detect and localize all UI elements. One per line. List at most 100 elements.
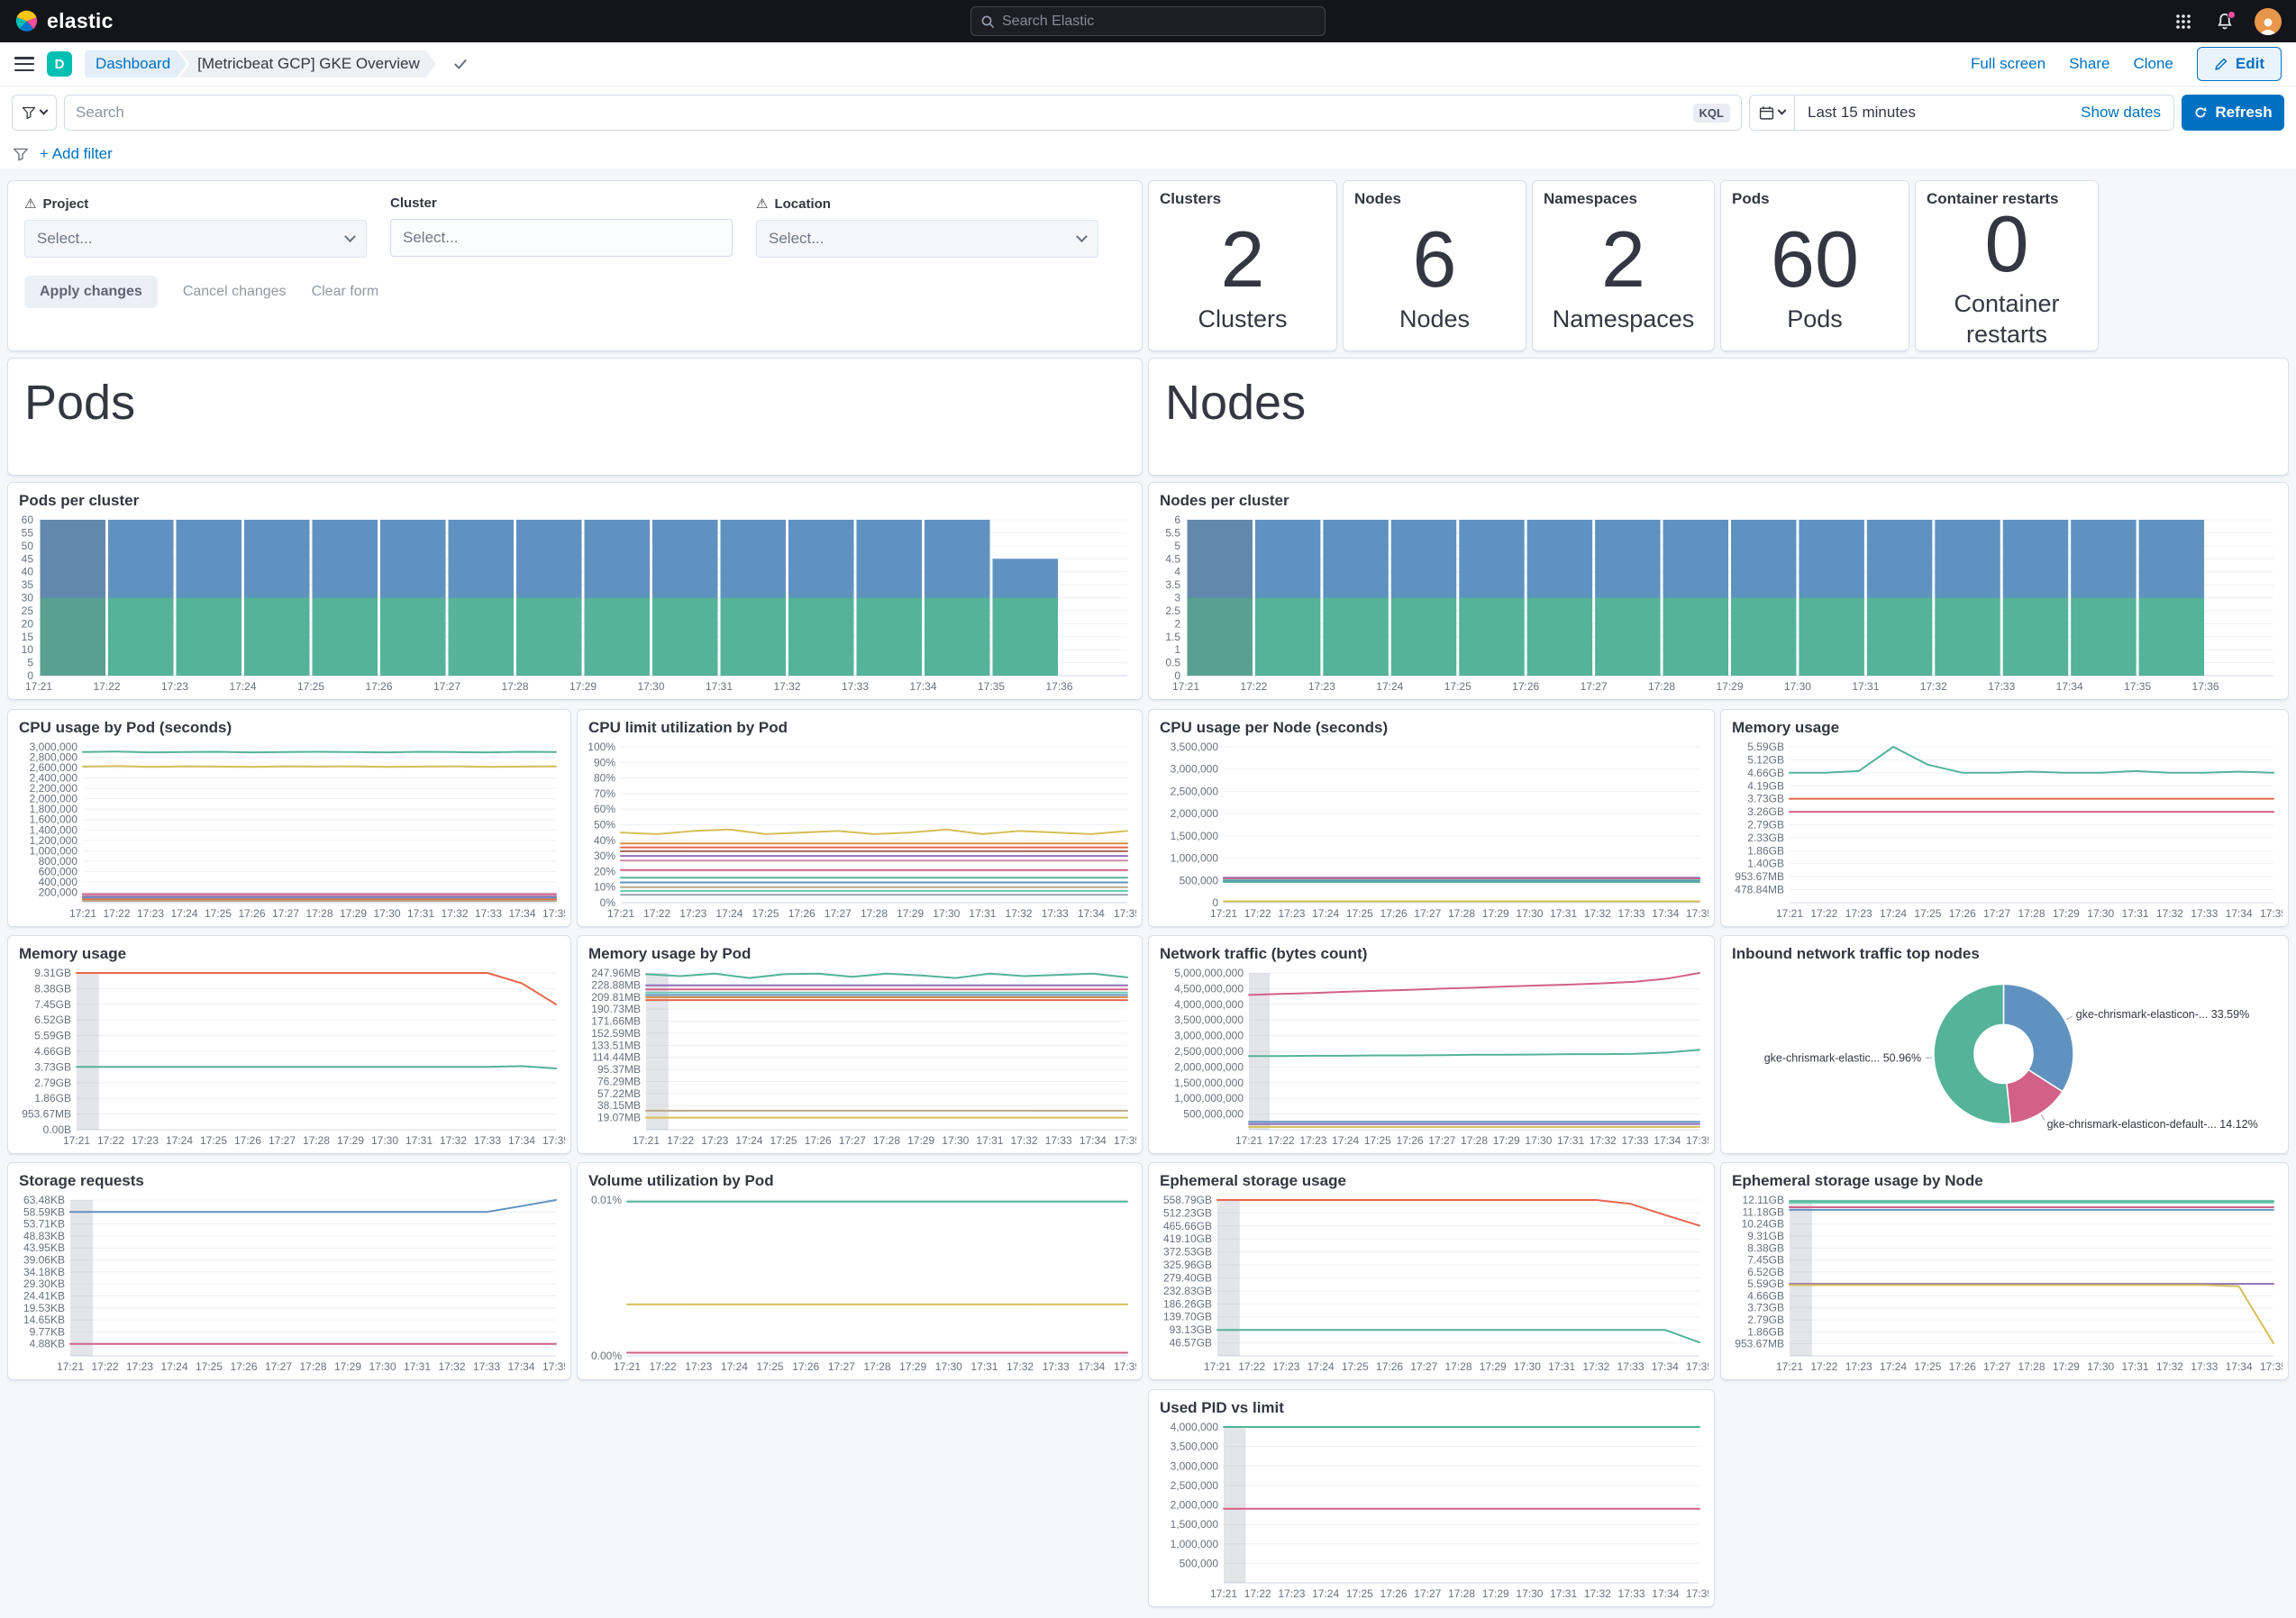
svg-text:1,000,000: 1,000,000 xyxy=(30,844,78,857)
svg-text:17:27: 17:27 xyxy=(1428,1134,1455,1147)
svg-text:17:21: 17:21 xyxy=(1235,1134,1262,1147)
svg-text:2,000,000,000: 2,000,000,000 xyxy=(1174,1060,1244,1073)
svg-text:17:32: 17:32 xyxy=(1007,1360,1034,1373)
ephemeral-storage-by-node-chart[interactable]: 953.67MB 1.86GB 2.79GB 3.73GB 4.66GB 5.59GB 6.… xyxy=(1725,1193,2282,1376)
storage-requests-chart[interactable]: 4.88KB 9.77KB 14.65KB 19.53KB 24.41KB 29.30KB… xyxy=(12,1193,565,1376)
apply-changes-button[interactable]: Apply changes xyxy=(24,276,158,308)
svg-text:279.40GB: 279.40GB xyxy=(1163,1271,1212,1284)
svg-text:17:21: 17:21 xyxy=(1172,680,1199,693)
notifications-bell-icon[interactable] xyxy=(2213,10,2237,33)
svg-text:17:33: 17:33 xyxy=(475,907,502,920)
breadcrumb-dashboard[interactable]: Dashboard xyxy=(85,50,187,77)
svg-text:17:31: 17:31 xyxy=(1548,1360,1575,1373)
svg-text:17:24: 17:24 xyxy=(1376,680,1403,693)
full-screen-link[interactable]: Full screen xyxy=(1970,55,2046,72)
network-traffic-chart[interactable]: 500,000,000 1,000,000,000 1,500,000,000 2,0… xyxy=(1153,966,1708,1150)
memory-usage-pods-chart[interactable]: 0.00B 953.67MB 1.86GB 2.79GB 3.73GB 4.66GB 5.5… xyxy=(12,966,565,1150)
svg-text:70%: 70% xyxy=(594,787,615,800)
add-filter-link[interactable]: + Add filter xyxy=(40,144,113,162)
nav-actions: Full screen Share Clone Edit xyxy=(1971,47,2282,81)
svg-text:17:21: 17:21 xyxy=(57,1360,84,1373)
kql-badge[interactable]: KQL xyxy=(1692,103,1730,123)
svg-text:3.73GB: 3.73GB xyxy=(1747,793,1784,805)
svg-text:17:35: 17:35 xyxy=(2260,1360,2282,1373)
memory-usage-by-pod-chart[interactable]: 19.07MB 38.15MB 57.22MB 76.29MB 95.37MB 114.4… xyxy=(581,966,1136,1150)
panel-title: CPU usage per Node (seconds) xyxy=(1160,719,1389,736)
cpu-usage-by-pod-chart[interactable]: 200,000 400,000 600,000 800,000 1,000,000 1,2… xyxy=(12,740,565,923)
svg-text:17:26: 17:26 xyxy=(805,1134,832,1147)
svg-text:gke-chrismark-elasticon-defaul: gke-chrismark-elasticon-default-... 14.1… xyxy=(2047,1118,2258,1131)
edit-button[interactable]: Edit xyxy=(2196,47,2282,81)
svg-text:17:23: 17:23 xyxy=(1308,680,1335,693)
cancel-changes-button[interactable]: Cancel changes xyxy=(182,284,287,299)
location-select[interactable]: Select... xyxy=(756,220,1098,258)
svg-text:17:34: 17:34 xyxy=(1652,1360,1679,1373)
app-badge[interactable]: D xyxy=(47,51,72,77)
inbound-network-donut-chart[interactable]: gke-chrismark-elasticon-... 33.59% gke-ch… xyxy=(1725,966,2282,1150)
svg-text:0.5: 0.5 xyxy=(1165,657,1180,669)
svg-text:9.31GB: 9.31GB xyxy=(34,967,71,979)
svg-text:17:31: 17:31 xyxy=(2122,1360,2149,1373)
svg-text:5.59GB: 5.59GB xyxy=(1747,741,1784,753)
metric-value: 6 xyxy=(1412,214,1457,305)
kql-search-bar[interactable]: KQL xyxy=(64,95,1742,131)
memory-usage-nodes-chart[interactable]: 478.84MB 953.67MB 1.40GB 1.86GB 2.33GB 2.79GB… xyxy=(1725,740,2282,923)
user-avatar[interactable] xyxy=(2255,7,2282,35)
ephemeral-storage-chart[interactable]: 46.57GB 93.13GB 139.70GB 186.26GB 232.83GB 27… xyxy=(1153,1193,1708,1376)
cpu-limit-utilization-chart[interactable]: 0% 10% 20% 30% 40% 50% 60% 70% 80% 90% 100% 17:21 17… xyxy=(581,740,1136,923)
svg-text:17:28: 17:28 xyxy=(305,907,333,920)
volume-utilization-chart[interactable]: 0.00% 0.01% 17:21 17:22 17:23 17:24 17:25 17:26… xyxy=(581,1193,1136,1376)
global-search-input[interactable] xyxy=(1002,13,1316,30)
svg-text:17:36: 17:36 xyxy=(1045,680,1072,693)
kql-search-input[interactable] xyxy=(76,104,1686,122)
svg-text:17:30: 17:30 xyxy=(1514,1360,1541,1373)
svg-text:5.12GB: 5.12GB xyxy=(1747,754,1784,767)
svg-text:1,500,000: 1,500,000 xyxy=(1171,830,1219,842)
svg-text:7.45GB: 7.45GB xyxy=(1747,1254,1784,1267)
svg-text:4.66GB: 4.66GB xyxy=(1747,767,1784,779)
svg-text:17:21: 17:21 xyxy=(25,680,52,693)
pods-per-cluster-chart[interactable]: 0 5 10 15 20 25 30 35 40 45 50 55 60 17:21 17:22 17:23 1… xyxy=(12,513,1136,695)
svg-text:2,000,000: 2,000,000 xyxy=(1171,1499,1219,1512)
svg-text:17:23: 17:23 xyxy=(679,907,706,920)
metric-value: 2 xyxy=(1220,214,1265,305)
svg-text:2,500,000,000: 2,500,000,000 xyxy=(1174,1045,1244,1058)
show-dates-link[interactable]: Show dates xyxy=(2081,104,2161,121)
share-link[interactable]: Share xyxy=(2069,55,2110,72)
svg-text:17:30: 17:30 xyxy=(1516,907,1543,920)
time-range-value[interactable]: Last 15 minutes xyxy=(1808,104,1917,121)
panel-title: Memory usage xyxy=(1732,719,1840,736)
svg-text:17:30: 17:30 xyxy=(1525,1134,1552,1147)
refresh-button[interactable]: Refresh xyxy=(2182,95,2284,131)
nav-bar: D Dashboard [Metricbeat GCP] GKE Overvie… xyxy=(0,42,2296,86)
svg-text:30%: 30% xyxy=(594,850,615,862)
saved-query-menu-button[interactable] xyxy=(12,95,57,131)
svg-text:17:28: 17:28 xyxy=(2018,907,2045,920)
global-search[interactable] xyxy=(970,6,1326,36)
svg-text:17:27: 17:27 xyxy=(433,680,460,693)
menu-icon[interactable] xyxy=(14,57,34,71)
nodes-per-cluster-chart[interactable]: 0 0.5 1 1.5 2 2.5 3 3.5 4 4.5 5 5.5 6 17:21 17:22 17:23… xyxy=(1153,513,2282,695)
svg-text:10: 10 xyxy=(22,643,34,656)
svg-text:17:30: 17:30 xyxy=(1516,1587,1543,1600)
svg-text:17:23: 17:23 xyxy=(1278,1587,1305,1600)
elastic-logo[interactable]: elastic xyxy=(14,9,114,33)
clone-link[interactable]: Clone xyxy=(2133,55,2173,72)
apps-icon[interactable] xyxy=(2172,10,2195,33)
clear-form-button[interactable]: Clear form xyxy=(311,284,379,299)
svg-text:17:28: 17:28 xyxy=(501,680,528,693)
used-pid-chart[interactable]: 500,000 1,000,000 1,500,000 2,000,000 2,500,… xyxy=(1153,1420,1708,1603)
metric-value: 2 xyxy=(1601,214,1645,305)
calendar-menu-button[interactable] xyxy=(1750,95,1795,130)
svg-text:gke-chrismark-elastic... 50.9: gke-chrismark-elastic... 50.96% xyxy=(1764,1052,1921,1065)
filter-set-icon[interactable] xyxy=(13,146,29,162)
cluster-select[interactable]: Select... xyxy=(390,219,733,257)
svg-text:17:21: 17:21 xyxy=(63,1134,90,1147)
svg-text:20: 20 xyxy=(22,617,34,630)
svg-text:17:26: 17:26 xyxy=(365,680,392,693)
svg-text:17:24: 17:24 xyxy=(721,1360,748,1373)
cpu-usage-per-node-chart[interactable]: 0 500,000 1,000,000 1,500,000 2,000,000 2,500… xyxy=(1153,740,1708,923)
project-select[interactable]: Select... xyxy=(24,220,367,258)
svg-text:17:32: 17:32 xyxy=(1920,680,1947,693)
svg-text:17:27: 17:27 xyxy=(1581,680,1608,693)
